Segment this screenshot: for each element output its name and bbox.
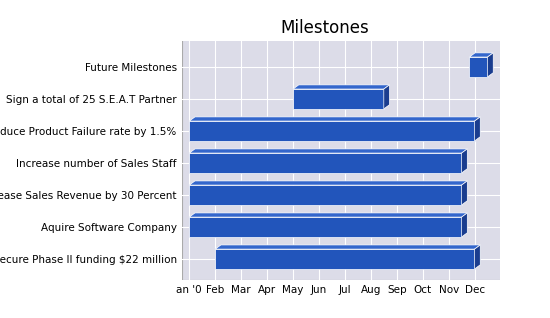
Polygon shape <box>461 213 468 237</box>
Bar <box>469 57 487 77</box>
Polygon shape <box>487 53 493 77</box>
Polygon shape <box>189 117 480 121</box>
Polygon shape <box>469 53 493 57</box>
Polygon shape <box>189 213 468 217</box>
Polygon shape <box>189 181 468 185</box>
Polygon shape <box>189 149 468 153</box>
Bar <box>189 153 461 173</box>
Bar <box>293 89 384 109</box>
Polygon shape <box>215 245 480 249</box>
Bar <box>215 249 475 269</box>
Polygon shape <box>461 149 468 173</box>
Bar <box>189 217 461 237</box>
Polygon shape <box>384 85 389 109</box>
Polygon shape <box>461 181 468 205</box>
Polygon shape <box>293 85 389 89</box>
Bar <box>189 121 475 141</box>
Polygon shape <box>475 117 480 141</box>
Bar <box>189 185 461 205</box>
Polygon shape <box>475 245 480 269</box>
Title: Milestones: Milestones <box>280 19 370 37</box>
